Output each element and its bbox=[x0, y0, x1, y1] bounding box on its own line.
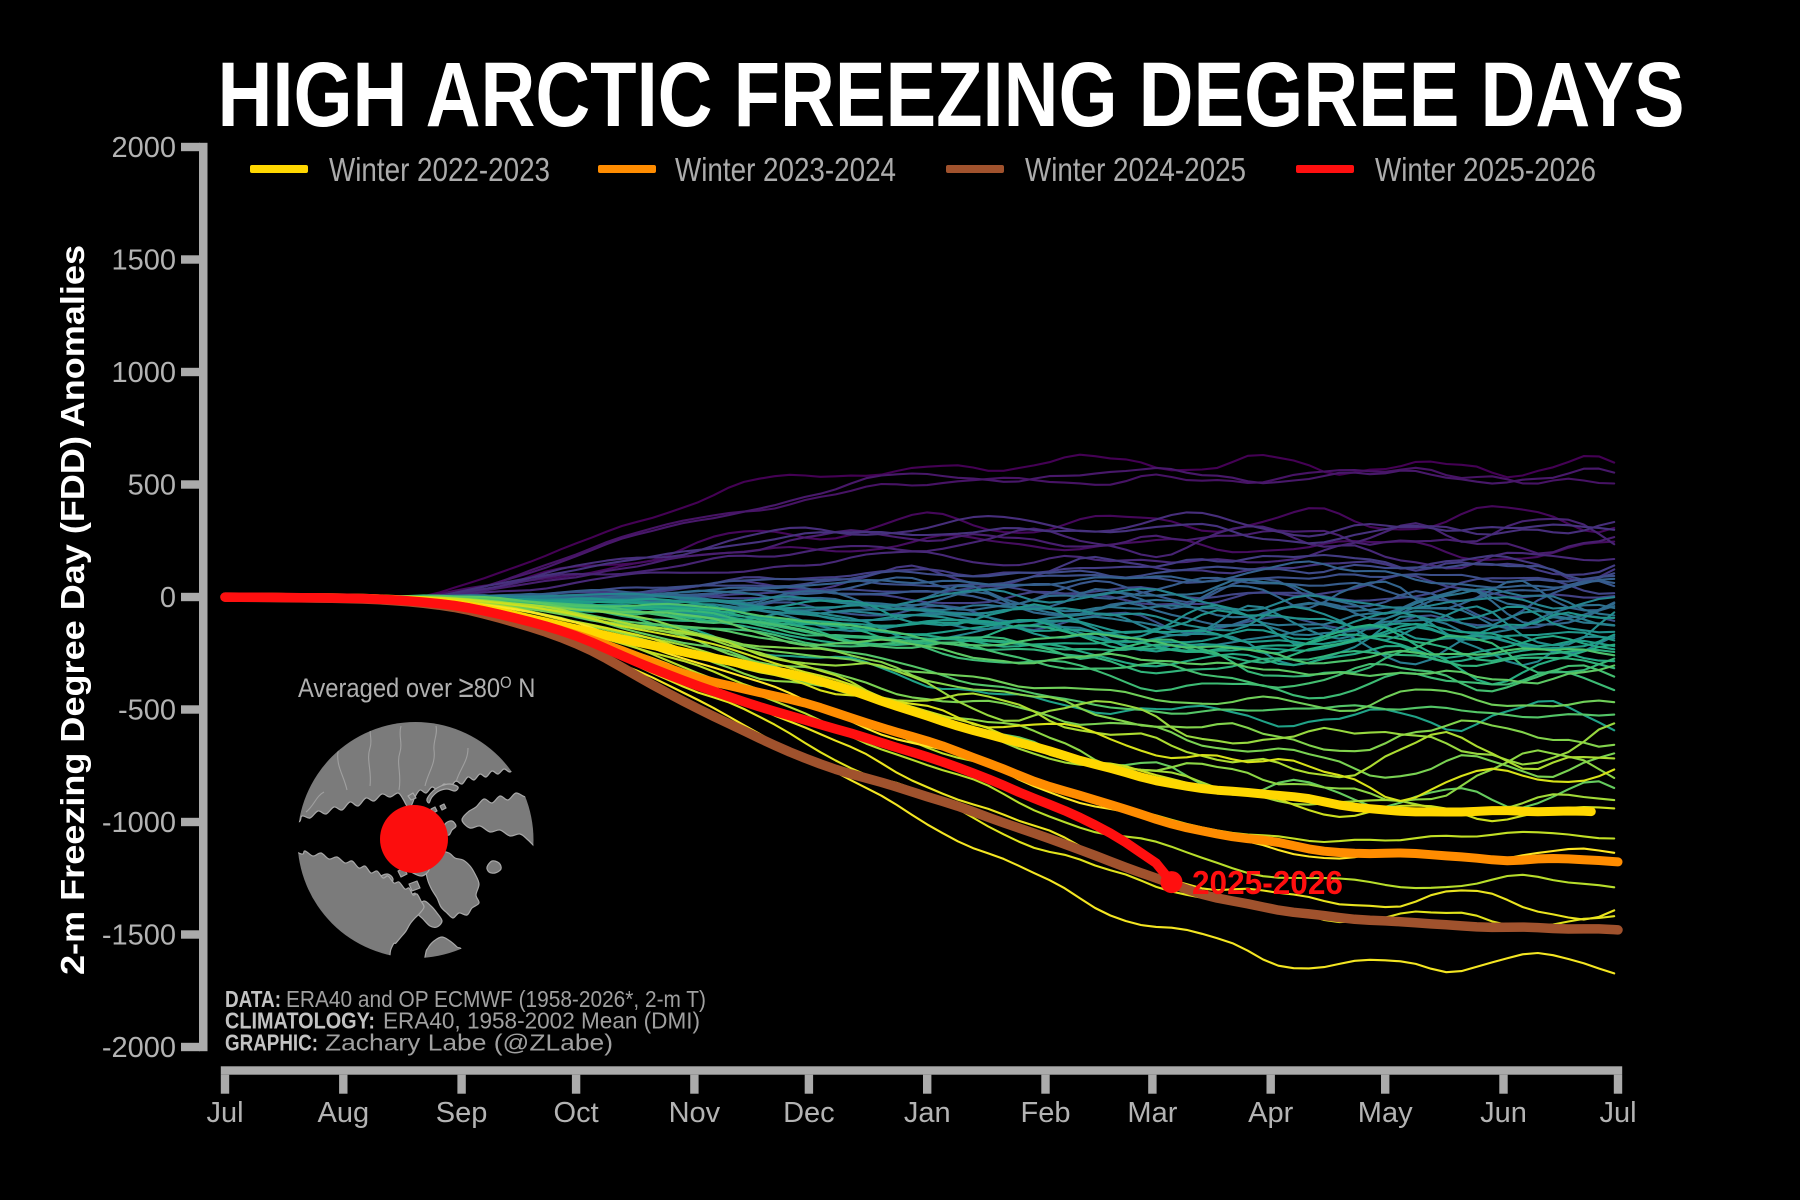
svg-text:-500: -500 bbox=[118, 695, 176, 727]
svg-text:Zachary Labe (@ZLabe): Zachary Labe (@ZLabe) bbox=[325, 1029, 613, 1055]
svg-text:500: 500 bbox=[128, 470, 176, 502]
svg-text:Jun: Jun bbox=[1480, 1097, 1527, 1129]
svg-text:Nov: Nov bbox=[669, 1097, 721, 1129]
svg-text:Winter 2025-2026: Winter 2025-2026 bbox=[1375, 151, 1596, 188]
svg-text:2-m Freezing Degree Day (FDD): 2-m Freezing Degree Day (FDD) Anomalies bbox=[54, 245, 91, 975]
svg-text:Winter 2023-2024: Winter 2023-2024 bbox=[675, 151, 896, 188]
svg-text:Mar: Mar bbox=[1127, 1097, 1177, 1129]
svg-text:2000: 2000 bbox=[111, 132, 176, 164]
svg-text:Oct: Oct bbox=[554, 1097, 599, 1129]
svg-text:Jul: Jul bbox=[1599, 1097, 1636, 1129]
svg-text:GRAPHIC:: GRAPHIC: bbox=[225, 1029, 318, 1055]
svg-text:1500: 1500 bbox=[111, 245, 176, 277]
svg-text:ERA40, 1958-2002 Mean (DMI): ERA40, 1958-2002 Mean (DMI) bbox=[383, 1008, 700, 1034]
svg-text:Winter 2024-2025: Winter 2024-2025 bbox=[1025, 151, 1246, 188]
svg-text:DATA:: DATA: bbox=[225, 986, 281, 1012]
svg-text:Feb: Feb bbox=[1021, 1097, 1071, 1129]
svg-text:Apr: Apr bbox=[1248, 1097, 1293, 1129]
svg-text:Jul: Jul bbox=[206, 1097, 243, 1129]
svg-text:-1500: -1500 bbox=[102, 920, 176, 952]
svg-text:CLIMATOLOGY:: CLIMATOLOGY: bbox=[225, 1008, 375, 1034]
svg-text:Jan: Jan bbox=[904, 1097, 951, 1129]
svg-text:-2000: -2000 bbox=[102, 1032, 176, 1064]
svg-text:Sep: Sep bbox=[436, 1097, 488, 1129]
svg-text:-1000: -1000 bbox=[102, 807, 176, 839]
svg-text:Aug: Aug bbox=[317, 1097, 369, 1129]
svg-text:Dec: Dec bbox=[783, 1097, 835, 1129]
svg-text:HIGH ARCTIC FREEZING DEGREE DA: HIGH ARCTIC FREEZING DEGREE DAYS bbox=[218, 44, 1685, 146]
svg-text:0: 0 bbox=[160, 582, 176, 614]
svg-text:1000: 1000 bbox=[111, 357, 176, 389]
svg-text:May: May bbox=[1358, 1097, 1413, 1129]
svg-text:ERA40 and OP ECMWF (1958-2026*: ERA40 and OP ECMWF (1958-2026*, 2-m T) bbox=[286, 986, 706, 1012]
svg-text:Winter 2022-2023: Winter 2022-2023 bbox=[329, 151, 550, 188]
svg-text:2025-2026: 2025-2026 bbox=[1192, 864, 1343, 901]
svg-text:Averaged over ≥80O N: Averaged over ≥80O N bbox=[298, 670, 535, 704]
